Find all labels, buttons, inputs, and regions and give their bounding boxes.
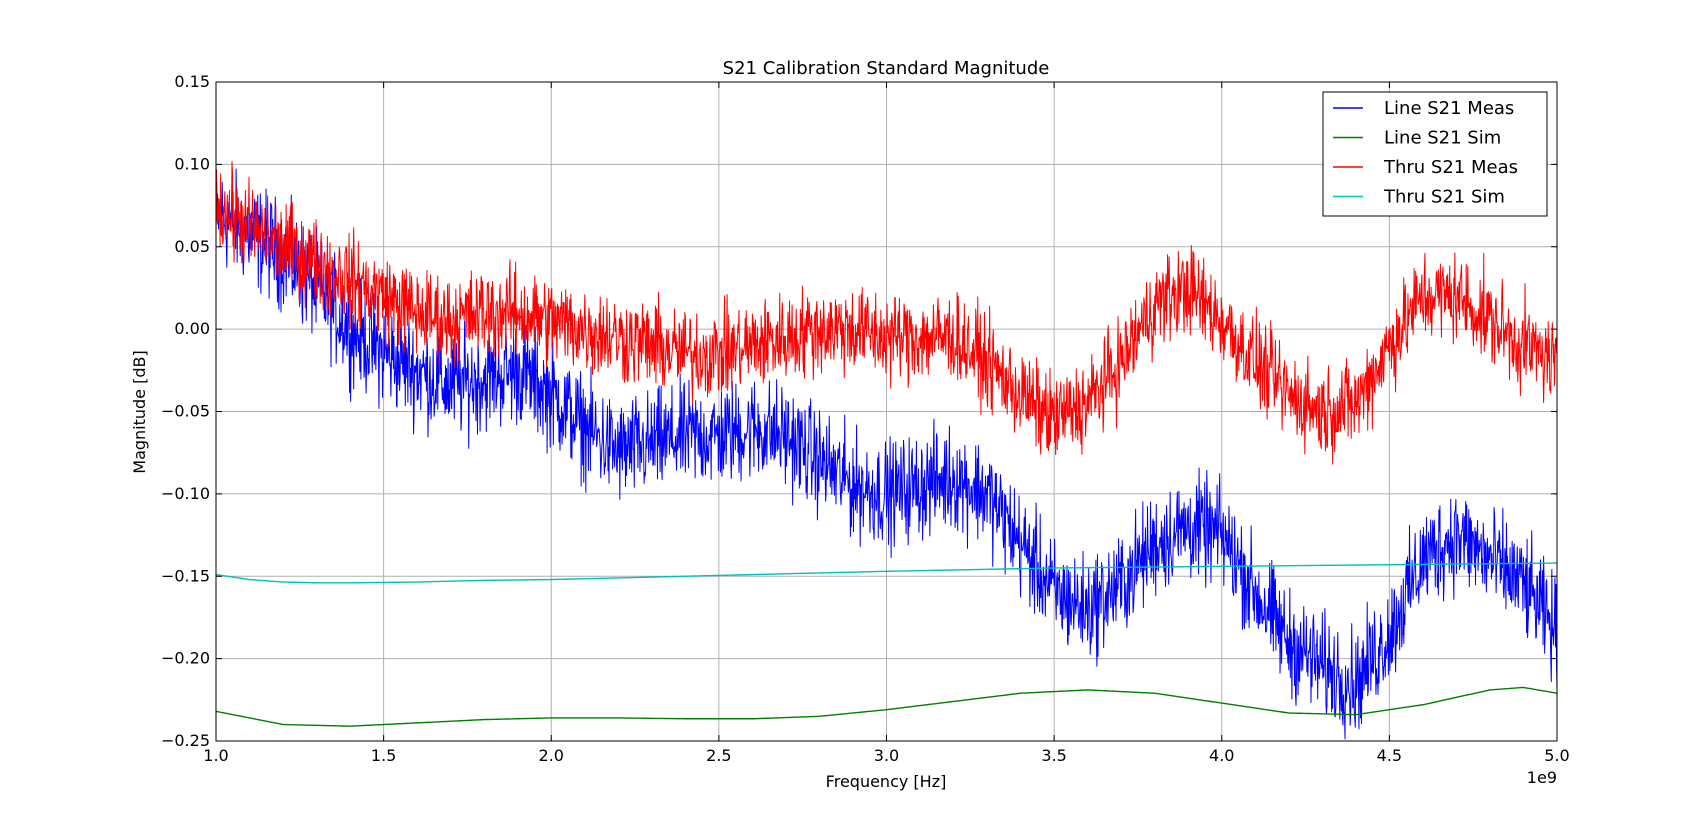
x-offset-label: 1e9: [1527, 768, 1557, 787]
x-tick-label: 1.5: [371, 746, 396, 765]
series-line-line-s21-sim: [216, 686, 1557, 727]
x-tick-label: 4.5: [1377, 746, 1402, 765]
legend-label: Line S21 Sim: [1384, 128, 1501, 149]
y-tick-label: −0.10: [161, 484, 210, 503]
x-tick-label: 2.0: [539, 746, 564, 765]
x-axis-label: Frequency [Hz]: [826, 772, 947, 791]
legend: Line S21 Meas Line S21 Sim Thru S21 Meas Th…: [1322, 91, 1548, 217]
y-tick-label: −0.15: [161, 566, 210, 585]
ticks: 1.0 1.5 2.0 2.5 3.0 3.5 4.0 4.5 5.0 0.15 0.10 0.05 0…: [161, 72, 1570, 765]
y-tick-label: −0.05: [161, 402, 210, 421]
x-tick-label: 1.0: [203, 746, 228, 765]
y-tick-label: −0.25: [161, 731, 210, 750]
series-line-thru-s21-meas: [216, 161, 1557, 465]
x-tick-label: 4.0: [1209, 746, 1234, 765]
x-tick-label: 2.5: [706, 746, 731, 765]
legend-label: Thru S21 Sim: [1383, 187, 1505, 208]
legend-box: [1322, 91, 1548, 217]
legend-label: Thru S21 Meas: [1383, 157, 1518, 178]
x-tick-label: 3.0: [874, 746, 899, 765]
legend-label: Line S21 Meas: [1384, 98, 1514, 119]
y-tick-label: 0.00: [174, 319, 210, 338]
y-tick-label: 0.15: [174, 72, 210, 91]
y-tick-label: −0.20: [161, 649, 210, 668]
series-line-thru-s21-sim: [216, 562, 1557, 584]
chart-title: S21 Calibration Standard Magnitude: [723, 58, 1050, 79]
series-layer: [216, 161, 1557, 740]
y-tick-label: 0.10: [174, 154, 210, 173]
legend-items: Line S21 Meas Line S21 Sim Thru S21 Meas Th…: [1333, 98, 1518, 208]
y-tick-label: 0.05: [174, 237, 210, 256]
y-axis-label: Magnitude [dB]: [130, 350, 149, 473]
x-tick-label: 3.5: [1041, 746, 1066, 765]
x-tick-label: 5.0: [1544, 746, 1569, 765]
